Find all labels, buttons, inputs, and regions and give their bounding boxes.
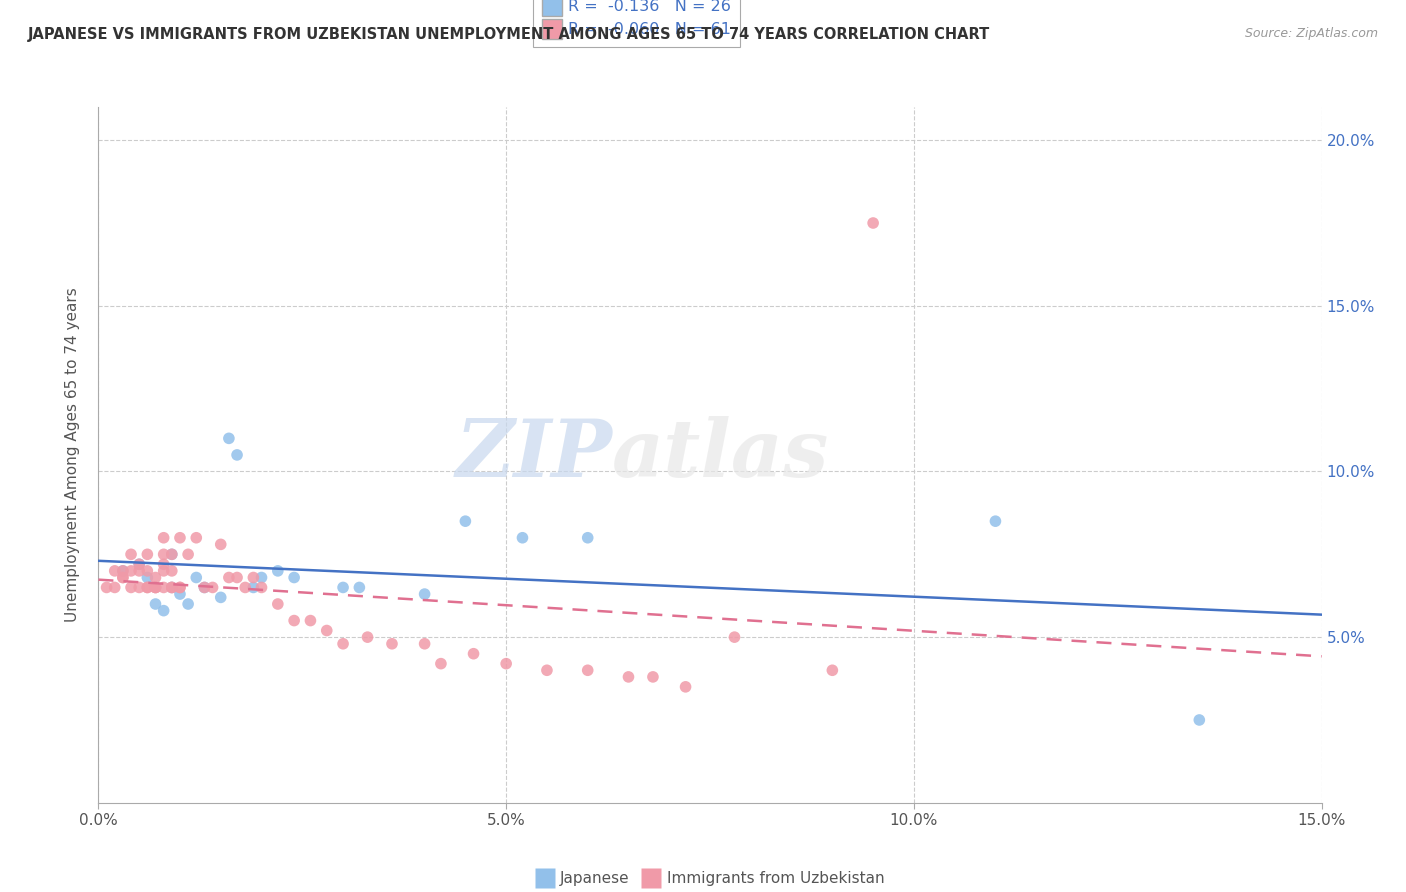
Point [120,547,142,561]
Point [349,581,371,595]
Point [152,604,174,618]
Point [193,581,215,595]
Point [675,680,697,694]
Point [209,591,232,605]
Point [136,564,159,578]
Point [536,663,558,677]
Point [381,637,404,651]
Point [576,663,599,677]
Point [136,581,159,595]
Point [104,581,127,595]
Point [463,647,485,661]
Point [233,581,256,595]
Point [160,581,183,595]
Point [128,558,150,572]
Point [145,581,167,595]
Point [96,581,118,595]
Point [315,624,337,638]
Point [160,564,183,578]
Point [111,570,134,584]
Point [120,581,142,595]
Point [283,614,305,628]
Point [862,216,884,230]
Point [128,564,150,578]
Point [576,531,599,545]
Point [821,663,844,677]
Point [413,587,436,601]
Point [136,570,159,584]
Point [152,558,174,572]
Point [160,547,183,561]
Text: ZIP: ZIP [456,417,612,493]
Point [332,581,354,595]
Point [226,448,249,462]
Text: Source: ZipAtlas.com: Source: ZipAtlas.com [1244,27,1378,40]
Point [177,597,200,611]
Point [104,564,127,578]
Text: JAPANESE VS IMMIGRANTS FROM UZBEKISTAN UNEMPLOYMENT AMONG AGES 65 TO 74 YEARS CO: JAPANESE VS IMMIGRANTS FROM UZBEKISTAN U… [28,27,990,42]
Point [186,531,208,545]
Point [111,564,134,578]
Point [169,581,191,595]
Point [984,514,1007,528]
Point [283,570,305,584]
Point [193,581,215,595]
Point [145,581,167,595]
Point [145,570,167,584]
Point [152,581,174,595]
Point [242,581,264,595]
Point [332,637,354,651]
Point [152,564,174,578]
Point [454,514,477,528]
Point [160,581,183,595]
Point [209,537,232,551]
Point [169,587,191,601]
Point [111,570,134,584]
Point [152,547,174,561]
Point [218,431,240,445]
Point [250,570,273,584]
Point [177,547,200,561]
Point [136,581,159,595]
Point [250,581,273,595]
Point [201,581,224,595]
Point [160,547,183,561]
Point [356,630,378,644]
Point [186,570,208,584]
Point [169,581,191,595]
Point [136,547,159,561]
Point [413,637,436,651]
Legend: Japanese, Immigrants from Uzbekistan: Japanese, Immigrants from Uzbekistan [530,865,890,892]
Point [145,581,167,595]
Y-axis label: Unemployment Among Ages 65 to 74 years: Unemployment Among Ages 65 to 74 years [65,287,80,623]
Point [218,570,240,584]
Point [430,657,453,671]
Point [152,531,174,545]
Point [1188,713,1211,727]
Point [128,581,150,595]
Point [111,564,134,578]
Text: atlas: atlas [612,417,830,493]
Point [145,597,167,611]
Point [267,564,290,578]
Point [641,670,664,684]
Point [226,570,249,584]
Point [160,581,183,595]
Point [242,570,264,584]
Point [299,614,322,628]
Point [169,531,191,545]
Point [267,597,290,611]
Point [120,564,142,578]
Point [512,531,534,545]
Point [128,558,150,572]
Point [723,630,745,644]
Point [495,657,517,671]
Point [617,670,640,684]
